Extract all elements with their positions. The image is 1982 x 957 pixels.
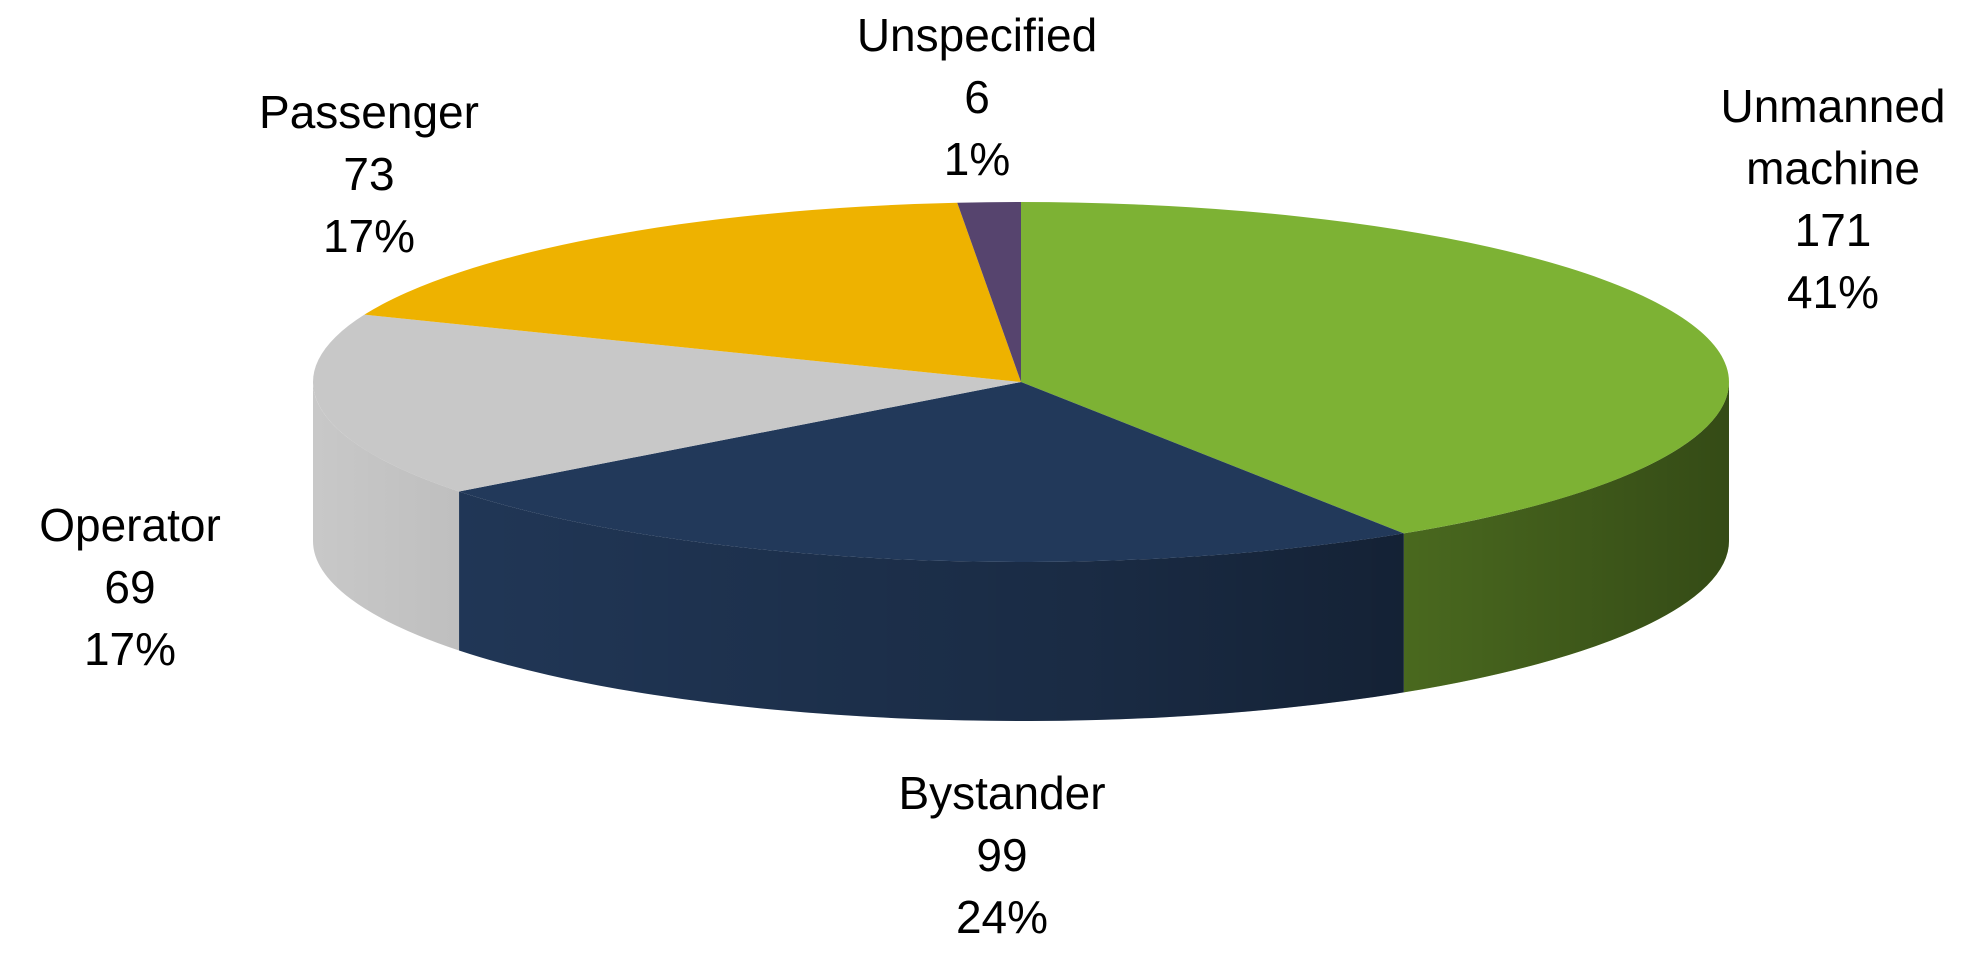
value-label: 69 [104,561,156,613]
data-label: Unspecified 6 1% [677,4,1277,190]
data-label: Unmanned machine 171 41% [1683,75,1982,323]
percent-label: 41% [1786,266,1880,318]
category-label: Passenger [259,86,479,138]
slice-side-shade [1403,382,1730,693]
category-label: Bystander [898,767,1106,819]
value-label: 73 [343,148,395,200]
percent-label: 17% [322,210,416,262]
data-label: Passenger 73 17% [69,81,669,267]
category-label: Operator [39,499,221,551]
category-label: Unmanned machine [1720,80,1946,194]
percent-label: 24% [955,891,1049,943]
slice [1021,202,1730,534]
slice [459,382,1404,562]
slice-side-shade [313,382,460,651]
slice [312,314,1021,492]
value-label: 99 [976,829,1028,881]
percent-label: 17% [83,623,177,675]
data-label: Bystander 99 24% [702,762,1302,948]
slice [957,202,1021,382]
category-label: Unspecified [856,9,1098,61]
value-label: 6 [964,71,990,123]
value-label: 171 [1794,204,1872,256]
slice-side-shade [459,491,1404,721]
slice [364,202,1021,382]
data-label: Operator 69 17% [0,494,430,680]
percent-label: 1% [943,133,1011,185]
